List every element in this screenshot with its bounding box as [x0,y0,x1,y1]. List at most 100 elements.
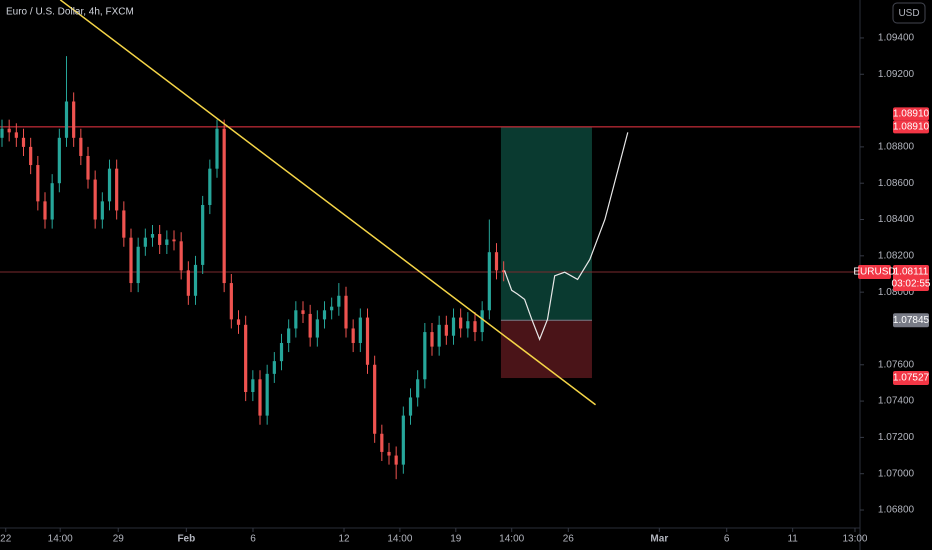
x-tick-label: 6 [250,534,256,545]
trendline [59,0,597,406]
candle-body [107,168,112,202]
x-tick-label: 14:00 [387,534,412,545]
candle-body [473,321,477,333]
candle-body [351,328,355,343]
x-tick-label: 12 [338,534,350,545]
stop-zone [500,320,592,379]
x-tick-label: 26 [563,534,575,545]
candle-body [179,241,183,271]
y-tick-label: 1.08000 [878,287,915,298]
x-tick-label: 6 [724,534,730,545]
candle-body [437,324,441,347]
candle-body [337,295,341,307]
candle-body [143,237,147,247]
resistance-label-bg [893,120,929,134]
y-tick-label: 1.07000 [878,468,915,479]
x-tick-label: 13:00 [842,534,867,545]
candle-body [43,201,47,220]
candle-body [14,132,18,138]
candle-body [193,264,198,296]
symbol-label-bg [858,264,891,279]
x-tick-label: Feb [177,534,195,545]
y-tick-label: 1.08400 [878,214,915,225]
candle-body [315,319,319,338]
y-tick-label: 1.08200 [878,250,915,261]
candle-body [64,101,69,138]
candle-body [150,234,155,238]
candle-body [265,373,269,416]
candle-body [294,310,298,329]
candle-body [29,146,33,166]
candle-body [21,137,26,147]
candle-body [330,306,334,311]
candle-body [308,313,312,338]
x-tick-label: 14:00 [48,534,73,545]
candle-body [100,201,104,220]
candle-body [444,324,448,336]
x-tick-label: 14:00 [499,534,524,545]
x-tick-label: 19 [450,534,462,545]
candle-body [57,137,61,184]
candle-body [344,295,348,329]
price-label: 1.08111 [894,267,929,278]
candle-body [172,239,176,242]
resistance-label-bg [893,107,929,121]
stop-label-bg [893,371,929,386]
candle-body [279,342,284,362]
x-tick-label: 11 [787,534,798,545]
candle-body [373,364,377,434]
y-tick-label: 1.07400 [878,396,915,407]
candle-body [79,137,83,156]
candle-body [201,204,205,265]
candle-body [251,379,255,393]
candle-body [387,451,391,456]
candle-body [287,328,291,343]
candle-body [129,237,133,284]
candle-body [272,361,276,374]
candle-body [451,317,456,336]
candle-body [158,234,162,245]
candle-body [459,317,463,329]
candle-body [122,210,126,238]
entry-label-bg [893,313,929,328]
y-tick-label: 1.09200 [878,69,915,80]
candle-body [136,246,140,284]
candle-body [93,179,97,220]
candle-body [502,270,506,273]
y-tick-label: 1.08600 [878,178,915,189]
y-tick-label: 1.08800 [878,142,915,153]
candle-body [380,433,384,452]
candle-body [7,128,11,133]
candle-body [466,321,470,329]
currency-button-bg[interactable] [892,2,926,24]
candle-body [222,128,226,284]
candle-body [480,310,484,333]
candle-body [394,455,398,465]
candle-body [494,252,499,271]
x-tick-label: 22 [0,534,12,545]
symbol-label: EURUSD [853,267,895,278]
projection-path [503,132,629,342]
resistance-label: 1.08910 [893,109,930,120]
candle-body [208,168,212,205]
candle-body [165,239,169,245]
x-tick-label: 29 [113,534,125,545]
candle-body [430,332,434,347]
candle-body [186,270,190,296]
candle-body [416,379,420,398]
y-tick-label: 1.06800 [878,505,915,516]
candle-body [258,379,262,416]
candle-body [236,319,241,325]
candle-body [72,101,76,138]
candle-body [215,128,219,169]
price-label-bg [893,264,929,291]
y-tick-label: 1.07200 [878,432,915,443]
y-tick-label: 1.07600 [878,359,915,370]
candle-body [408,397,413,416]
currency-button[interactable]: USD [898,8,919,19]
candle-body [0,128,4,138]
y-tick-label: 1.09400 [878,33,915,44]
entry-label: 1.07845 [893,315,930,326]
